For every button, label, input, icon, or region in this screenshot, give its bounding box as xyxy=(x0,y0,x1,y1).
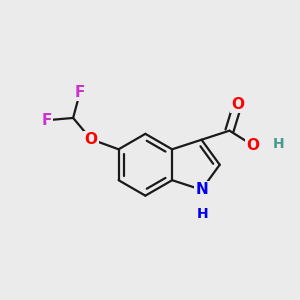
Text: H: H xyxy=(273,137,285,151)
Text: F: F xyxy=(42,113,52,128)
Text: O: O xyxy=(85,132,98,147)
Text: H: H xyxy=(197,207,209,221)
Text: N: N xyxy=(195,182,208,197)
Text: O: O xyxy=(247,138,260,153)
Text: O: O xyxy=(231,97,244,112)
Text: F: F xyxy=(75,85,85,100)
